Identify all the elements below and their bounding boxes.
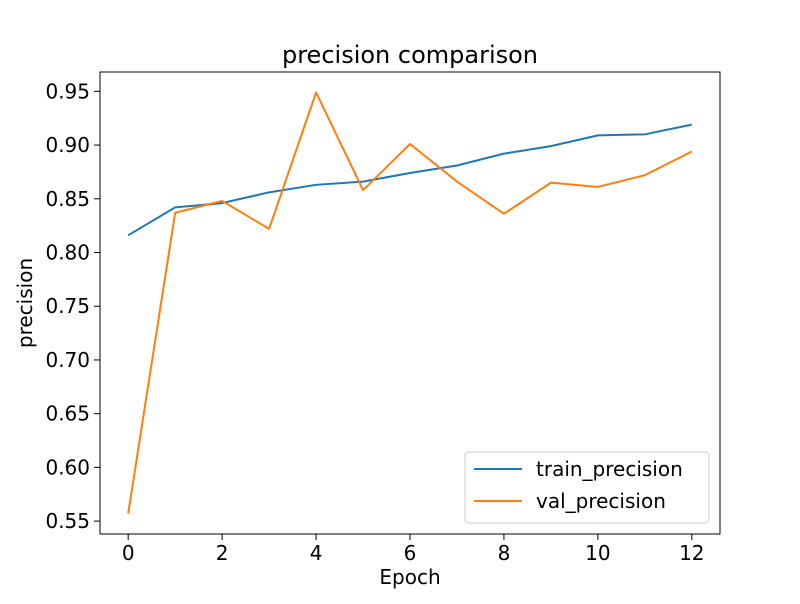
y-tick-label: 0.95 bbox=[45, 79, 90, 103]
data-point-val-precision bbox=[455, 180, 458, 183]
x-tick-label: 12 bbox=[679, 541, 704, 565]
data-point-train-precision bbox=[362, 180, 365, 183]
y-tick-label: 0.55 bbox=[45, 509, 90, 533]
data-point-train-precision bbox=[549, 145, 552, 148]
y-tick-label: 0.80 bbox=[45, 241, 90, 265]
data-point-val-precision bbox=[268, 227, 271, 230]
data-point-val-precision bbox=[221, 199, 224, 202]
x-tick-label: 0 bbox=[122, 541, 135, 565]
legend-label-train-precision: train_precision bbox=[536, 457, 683, 481]
data-point-val-precision bbox=[315, 91, 318, 94]
data-point-train-precision bbox=[174, 206, 177, 209]
data-point-train-precision bbox=[690, 123, 693, 126]
data-point-val-precision bbox=[596, 185, 599, 188]
data-point-val-precision bbox=[409, 142, 412, 145]
x-tick-label: 10 bbox=[585, 541, 610, 565]
y-tick-label: 0.70 bbox=[45, 348, 90, 372]
legend-box bbox=[464, 451, 710, 524]
y-tick-label: 0.90 bbox=[45, 133, 90, 157]
data-point-val-precision bbox=[174, 211, 177, 214]
data-point-train-precision bbox=[502, 152, 505, 155]
x-tick-label: 2 bbox=[216, 541, 229, 565]
data-point-val-precision bbox=[362, 189, 365, 192]
x-tick-label: 6 bbox=[404, 541, 417, 565]
series-line-val-precision bbox=[127, 91, 693, 514]
legend-label-val-precision: val_precision bbox=[536, 489, 666, 513]
series-line-train-precision bbox=[127, 123, 693, 237]
data-point-train-precision bbox=[409, 171, 412, 174]
y-tick-label: 0.65 bbox=[45, 402, 90, 426]
data-point-train-precision bbox=[127, 234, 130, 237]
x-tick-label: 8 bbox=[498, 541, 511, 565]
legend: train_precision val_precision bbox=[464, 451, 710, 524]
y-axis-label: precision bbox=[13, 258, 37, 348]
data-point-val-precision bbox=[127, 512, 130, 515]
series-layer bbox=[127, 91, 693, 515]
x-tick-label: 4 bbox=[310, 541, 323, 565]
data-point-train-precision bbox=[268, 191, 271, 194]
x-axis-label: Epoch bbox=[379, 565, 440, 589]
data-point-val-precision bbox=[643, 174, 646, 177]
data-point-train-precision bbox=[643, 133, 646, 136]
y-axis: 0.55 0.60 0.65 0.70 0.75 0.80 0.85 0.90 0.95 bbox=[45, 79, 100, 533]
y-tick-label: 0.75 bbox=[45, 294, 90, 318]
data-point-val-precision bbox=[502, 212, 505, 215]
data-point-train-precision bbox=[596, 134, 599, 137]
y-tick-label: 0.85 bbox=[45, 187, 90, 211]
x-axis: 0 2 4 6 8 10 12 bbox=[122, 534, 705, 565]
data-point-val-precision bbox=[690, 150, 693, 153]
data-point-val-precision bbox=[549, 181, 552, 184]
y-tick-label: 0.60 bbox=[45, 455, 90, 479]
data-point-train-precision bbox=[315, 183, 318, 186]
chart-title: precision comparison bbox=[282, 41, 538, 69]
data-point-train-precision bbox=[455, 164, 458, 167]
